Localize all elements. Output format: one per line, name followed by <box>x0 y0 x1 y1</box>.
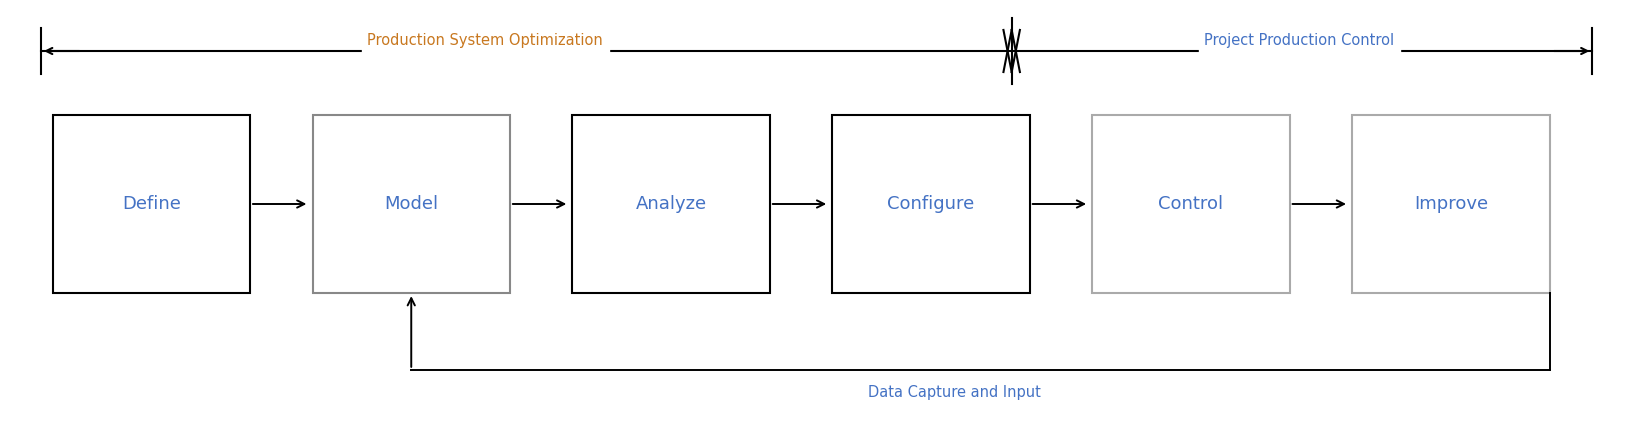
Bar <box>832 115 1030 293</box>
Text: Configure: Configure <box>887 195 975 213</box>
Text: Improve: Improve <box>1413 195 1489 213</box>
Text: Define: Define <box>122 195 181 213</box>
Bar <box>1352 115 1550 293</box>
Bar <box>572 115 770 293</box>
Text: Analyze: Analyze <box>635 195 707 213</box>
Text: Model: Model <box>385 195 438 213</box>
Text: Project Production Control: Project Production Control <box>1204 33 1395 48</box>
Text: Control: Control <box>1158 195 1224 213</box>
Bar <box>313 115 510 293</box>
Bar <box>1092 115 1290 293</box>
Text: Data Capture and Input: Data Capture and Input <box>867 385 1041 399</box>
Text: Production System Optimization: Production System Optimization <box>367 33 604 48</box>
Bar <box>53 115 250 293</box>
